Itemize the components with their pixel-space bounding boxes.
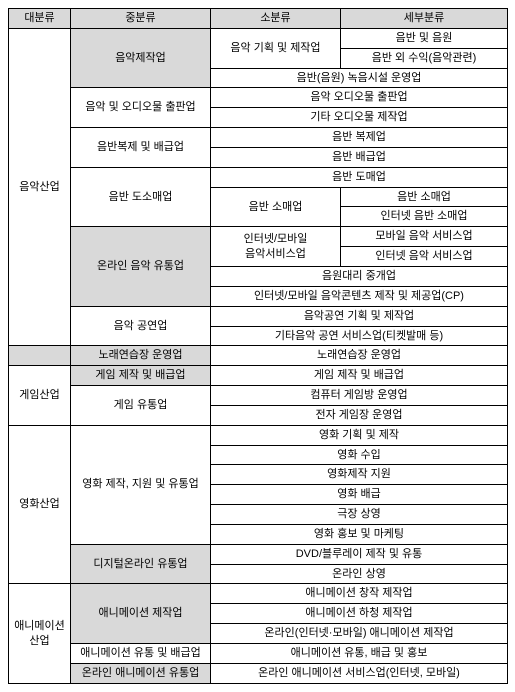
cell: 온라인 음악 유통업 xyxy=(71,227,211,306)
col-header-2: 중분류 xyxy=(71,9,211,29)
cell: 노래연습장 운영업 xyxy=(71,346,211,366)
cell: 음악 및 오디오물 출판업 xyxy=(71,88,211,128)
cat-film: 영화산업 xyxy=(9,425,71,584)
cell: 게임 제작 및 배급업 xyxy=(211,366,508,386)
col-header-1: 대분류 xyxy=(9,9,71,29)
classification-table: 대분류 중분류 소분류 세부분류 음악산업 음악제작업 음악 기획 및 제작업 … xyxy=(8,8,508,684)
cell: 음원대리 중개업 xyxy=(211,266,508,286)
cell: 음반(음원) 녹음시설 운영업 xyxy=(211,68,508,88)
cell: 인터넷/모바일 음악콘텐츠 제작 및 제공업(CP) xyxy=(211,286,508,306)
cell: 음반 소매업 xyxy=(341,187,508,207)
cell: 극장 상영 xyxy=(211,505,508,525)
cell: 음반 배급업 xyxy=(211,147,508,167)
cell: 음반 및 음원 xyxy=(341,28,508,48)
col-header-3: 소분류 xyxy=(211,9,341,29)
cell: 인터넷/모바일 음악서비스업 xyxy=(211,227,341,267)
cell: 음악공연 기획 및 제작업 xyxy=(211,306,508,326)
cell: 디지털온라인 유통업 xyxy=(71,544,211,584)
cell: 기타음악 공연 서비스업(티켓발매 등) xyxy=(211,326,508,346)
cell: 음반 외 수익(음악관련) xyxy=(341,48,508,68)
cell: 온라인(인터넷·모바일) 애니메이션 제작업 xyxy=(211,624,508,644)
cell: 음반 소매업 xyxy=(211,187,341,227)
cell: 인터넷 음악 서비스업 xyxy=(341,247,508,267)
cell: 음악 기획 및 제작업 xyxy=(211,28,341,68)
cell: 기타 오디오물 제작업 xyxy=(211,108,508,128)
cell: 인터넷 음반 소매업 xyxy=(341,207,508,227)
cell: 음반 복제업 xyxy=(211,128,508,148)
cell: 음악제작업 xyxy=(71,28,211,88)
cell: 노래연습장 운영업 xyxy=(211,346,508,366)
cell: 음악 공연업 xyxy=(71,306,211,346)
cell: 게임 유통업 xyxy=(71,386,211,426)
cell: 애니메이션 유통 및 배급업 xyxy=(71,644,211,664)
cat-music: 음악산업 xyxy=(9,28,71,346)
cell: 전자 게임장 운영업 xyxy=(211,405,508,425)
header-row: 대분류 중분류 소분류 세부분류 xyxy=(9,9,508,29)
cell: 영화 배급 xyxy=(211,485,508,505)
cell: 영화 홍보 및 마케팅 xyxy=(211,524,508,544)
cell: 게임 제작 및 배급업 xyxy=(71,366,211,386)
cell: 음반복제 및 배급업 xyxy=(71,128,211,168)
cat-game: 게임산업 xyxy=(9,366,71,426)
cell: 영화 기획 및 제작 xyxy=(211,425,508,445)
cell: 음반 도소매업 xyxy=(71,167,211,227)
cell: 컴퓨터 게임방 운영업 xyxy=(211,386,508,406)
cell: DVD/블루레이 제작 및 유통 xyxy=(211,544,508,564)
cell: 영화 제작, 지원 및 유통업 xyxy=(71,425,211,544)
cell: 애니메이션 제작업 xyxy=(71,584,211,644)
cell: 애니메이션 창작 제작업 xyxy=(211,584,508,604)
cell: 애니메이션 하청 제작업 xyxy=(211,604,508,624)
cell: 온라인 애니메이션 유통업 xyxy=(71,663,211,683)
cell: 온라인 애니메이션 서비스업(인터넷, 모바일) xyxy=(211,663,508,683)
cell: 애니메이션 유통, 배급 및 홍보 xyxy=(211,644,508,664)
cell xyxy=(9,346,71,366)
cell: 음악 오디오물 출판업 xyxy=(211,88,508,108)
cell: 영화 수입 xyxy=(211,445,508,465)
cell: 음반 도매업 xyxy=(211,167,508,187)
cell: 모바일 음악 서비스업 xyxy=(341,227,508,247)
col-header-4: 세부분류 xyxy=(341,9,508,29)
cell: 영화제작 지원 xyxy=(211,465,508,485)
cat-anim: 애니메이션 산업 xyxy=(9,584,71,683)
cell: 온라인 상영 xyxy=(211,564,508,584)
